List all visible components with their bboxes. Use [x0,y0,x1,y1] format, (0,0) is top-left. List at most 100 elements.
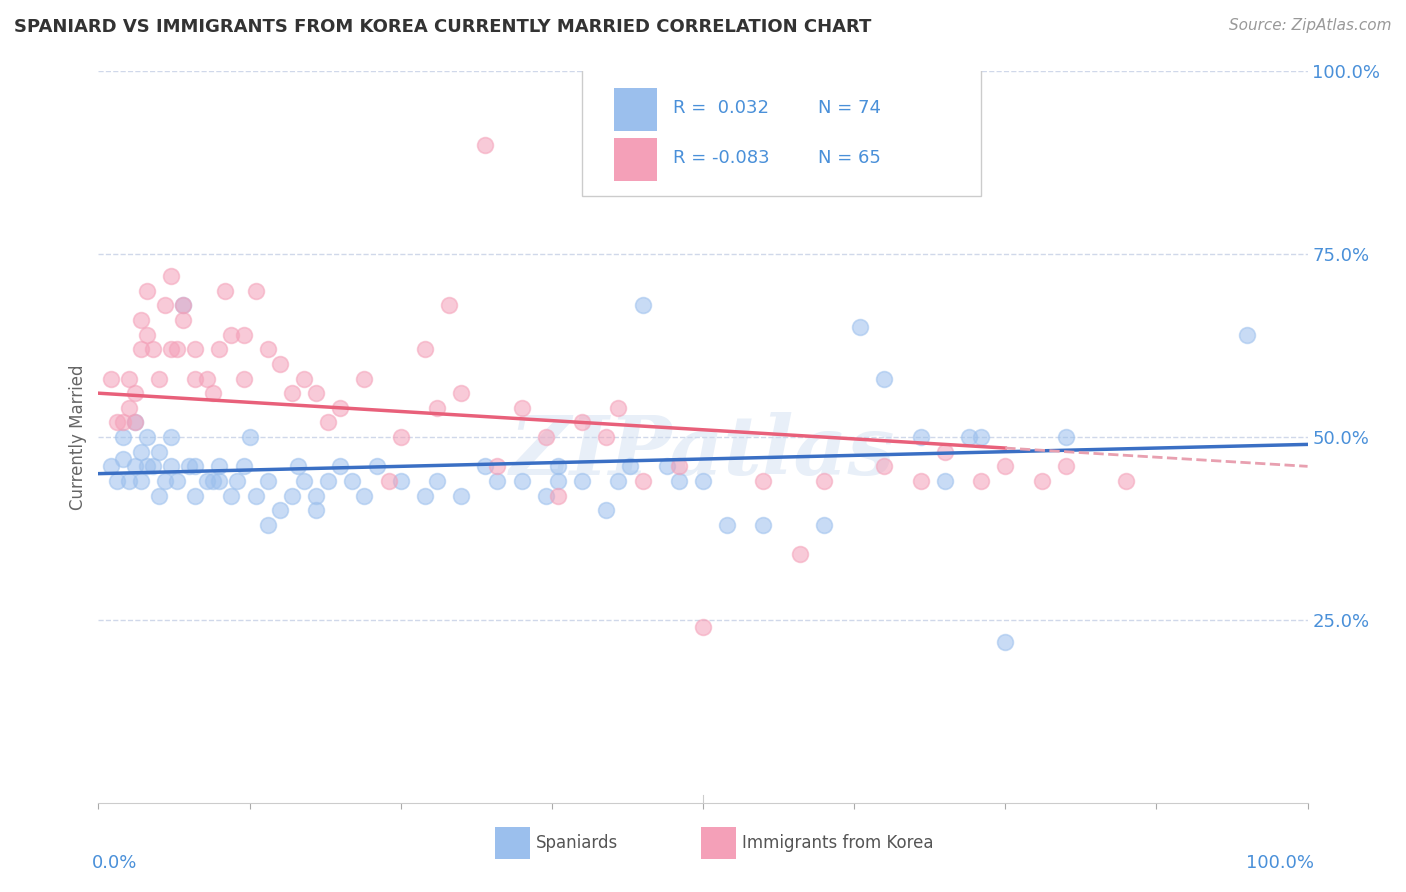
Point [256,343,278,357]
Point [160,459,183,474]
Point [184,489,207,503]
Point [607,401,630,415]
Point [619,459,641,474]
Point [195,474,218,488]
Point [413,489,436,503]
Point [172,313,194,327]
Point [486,459,509,474]
Point [668,459,690,474]
Point [1031,474,1053,488]
FancyBboxPatch shape [613,138,657,181]
Point [970,430,993,444]
Text: Source: ZipAtlas.com: Source: ZipAtlas.com [1229,18,1392,33]
Point [148,489,170,503]
Point [124,416,146,430]
Point [655,459,678,474]
Point [124,416,146,430]
Point [571,474,593,488]
Point [547,459,569,474]
Point [269,503,291,517]
Text: 100.0%: 100.0% [1246,854,1313,872]
Point [547,474,569,488]
Point [342,474,364,488]
Text: 0.0%: 0.0% [93,854,138,872]
Point [105,474,128,488]
Point [752,517,775,532]
Point [1236,327,1258,342]
Point [934,444,956,458]
Text: Spaniards: Spaniards [536,834,619,852]
Point [450,489,472,503]
Point [389,430,412,444]
Point [281,489,304,503]
Point [239,430,262,444]
Point [994,635,1017,649]
Text: Immigrants from Korea: Immigrants from Korea [742,834,934,852]
Text: SPANIARD VS IMMIGRANTS FROM KOREA CURRENTLY MARRIED CORRELATION CHART: SPANIARD VS IMMIGRANTS FROM KOREA CURREN… [14,18,872,36]
Point [160,269,183,284]
Point [111,452,134,467]
Point [245,284,267,298]
Point [166,474,188,488]
Point [245,489,267,503]
Point [474,459,496,474]
Point [221,327,243,342]
Point [135,284,157,298]
Point [214,284,236,298]
Point [316,416,339,430]
Point [305,386,328,401]
Point [232,371,254,385]
Point [377,474,399,488]
Point [510,401,533,415]
Point [692,474,714,488]
Point [148,444,170,458]
Point [450,386,472,401]
Point [426,474,449,488]
Point [135,459,157,474]
Point [118,401,141,415]
Point [510,474,533,488]
Point [873,459,896,474]
Point [292,371,315,385]
Point [172,298,194,312]
Point [232,327,254,342]
Text: N = 65: N = 65 [818,149,880,167]
FancyBboxPatch shape [613,88,657,131]
Text: R = -0.083: R = -0.083 [672,149,769,167]
Point [353,371,375,385]
Point [716,517,738,532]
Point [595,503,617,517]
Point [595,430,617,444]
Point [692,620,714,634]
Point [111,430,134,444]
Point [631,474,654,488]
Point [100,459,122,474]
Point [1054,430,1077,444]
Point [813,474,835,488]
Point [329,459,352,474]
Point [789,547,811,561]
Point [142,459,165,474]
Point [208,474,231,488]
Point [256,517,278,532]
Point [287,459,309,474]
Point [607,474,630,488]
Point [668,474,690,488]
Point [221,489,243,503]
Point [1054,459,1077,474]
Point [366,459,388,474]
Point [111,416,134,430]
Point [752,474,775,488]
Point [184,371,207,385]
Point [160,430,183,444]
Point [934,474,956,488]
Point [292,474,315,488]
Point [153,474,176,488]
Point [547,489,569,503]
Point [269,357,291,371]
Point [160,343,183,357]
Point [571,416,593,430]
Point [957,430,980,444]
FancyBboxPatch shape [582,68,981,195]
Point [172,298,194,312]
